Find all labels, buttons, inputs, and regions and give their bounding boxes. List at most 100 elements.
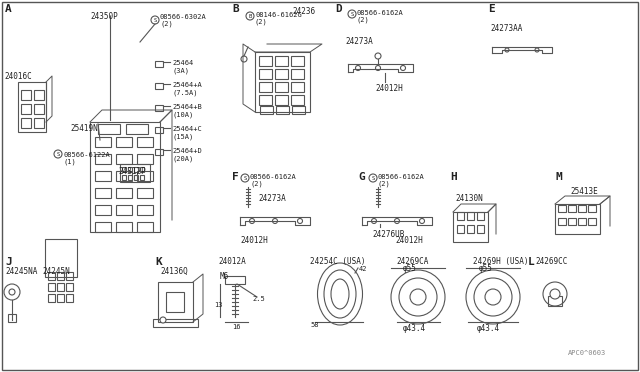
Text: H: H (450, 172, 457, 182)
Bar (90, 122, 160, 232)
Bar (34, 104, 44, 114)
Text: J: J (5, 257, 12, 267)
Bar (34, 90, 44, 100)
Bar (140, 167, 144, 172)
Bar (57, 294, 64, 302)
Text: 24245N: 24245N (42, 267, 70, 276)
Text: 24312P: 24312P (118, 167, 146, 176)
Text: 08566-6162A: 08566-6162A (378, 174, 425, 180)
Text: 24273A: 24273A (345, 37, 372, 46)
Text: 25413E: 25413E (570, 187, 598, 196)
Text: 24273A: 24273A (258, 194, 285, 203)
Circle shape (376, 65, 381, 71)
Text: 08566-6122A: 08566-6122A (63, 152, 109, 158)
Bar (128, 175, 132, 180)
Bar (558, 205, 566, 212)
Bar (166, 292, 184, 312)
Bar (578, 218, 586, 225)
Text: 42: 42 (359, 266, 367, 272)
Circle shape (4, 284, 20, 300)
Text: (15A): (15A) (172, 133, 193, 140)
Bar (155, 127, 163, 133)
Text: φ43.4: φ43.4 (403, 324, 426, 333)
Text: (20A): (20A) (172, 155, 193, 161)
Bar (116, 154, 132, 164)
Bar (137, 222, 153, 232)
Bar (21, 104, 31, 114)
Bar (291, 95, 304, 105)
Circle shape (151, 16, 159, 24)
Text: F: F (232, 172, 239, 182)
Text: D: D (335, 4, 342, 14)
Bar (128, 167, 132, 172)
Bar (457, 225, 464, 233)
Bar (134, 175, 138, 180)
Circle shape (535, 48, 539, 52)
Text: S: S (371, 176, 374, 180)
Circle shape (298, 218, 303, 224)
Text: 08146-6162G: 08146-6162G (255, 12, 301, 18)
Bar (98, 124, 120, 134)
Text: 24016C: 24016C (4, 72, 32, 81)
Text: 13: 13 (214, 302, 223, 308)
Text: (3A): (3A) (172, 67, 189, 74)
Bar (8, 314, 16, 322)
Bar (95, 222, 111, 232)
Bar (137, 171, 153, 181)
Bar (255, 52, 310, 112)
Bar (48, 283, 55, 291)
Bar (21, 90, 31, 100)
Circle shape (250, 218, 255, 224)
Text: 08566-6162A: 08566-6162A (357, 10, 404, 16)
Bar (477, 212, 484, 220)
Text: K: K (155, 257, 162, 267)
Bar (291, 82, 304, 92)
Text: 25419N: 25419N (70, 124, 98, 133)
Bar (95, 171, 111, 181)
Bar (120, 164, 150, 182)
Bar (137, 205, 153, 215)
Text: (2): (2) (250, 180, 263, 186)
Text: 25464+A: 25464+A (172, 82, 202, 88)
Text: (2): (2) (160, 20, 173, 26)
Bar (259, 56, 272, 66)
Bar (95, 137, 111, 147)
Bar (137, 154, 153, 164)
Text: 24273AA: 24273AA (490, 24, 522, 33)
Text: 24012H: 24012H (395, 236, 423, 245)
Bar (21, 118, 31, 128)
Circle shape (54, 150, 62, 158)
Bar (555, 204, 600, 234)
Text: 25464: 25464 (172, 60, 193, 66)
Text: 2.5: 2.5 (252, 296, 265, 302)
Circle shape (369, 174, 377, 182)
Text: φ55: φ55 (403, 264, 417, 273)
Bar (122, 167, 126, 172)
Text: 24012H: 24012H (375, 84, 403, 93)
Bar (259, 82, 272, 92)
Circle shape (375, 53, 381, 59)
Text: 24269CC: 24269CC (535, 257, 568, 266)
Circle shape (391, 270, 445, 324)
Bar (95, 205, 111, 215)
Bar (155, 149, 163, 155)
Text: (7.5A): (7.5A) (172, 89, 198, 96)
Text: 24136Q: 24136Q (160, 267, 188, 276)
Bar (225, 276, 245, 284)
Bar (155, 61, 163, 67)
Bar (137, 137, 153, 147)
Bar (477, 225, 484, 233)
Text: 25464+C: 25464+C (172, 126, 202, 132)
Bar (57, 283, 64, 291)
Bar (116, 188, 132, 198)
Bar (155, 83, 163, 89)
Text: 24254C (USA): 24254C (USA) (310, 257, 365, 266)
Bar (66, 294, 73, 302)
Bar (568, 205, 576, 212)
Circle shape (355, 65, 360, 71)
Text: 24269H (USA): 24269H (USA) (473, 257, 529, 266)
Text: 24350P: 24350P (90, 12, 118, 21)
Text: APC0^0603: APC0^0603 (568, 350, 606, 356)
Circle shape (348, 10, 356, 18)
Bar (548, 296, 562, 306)
